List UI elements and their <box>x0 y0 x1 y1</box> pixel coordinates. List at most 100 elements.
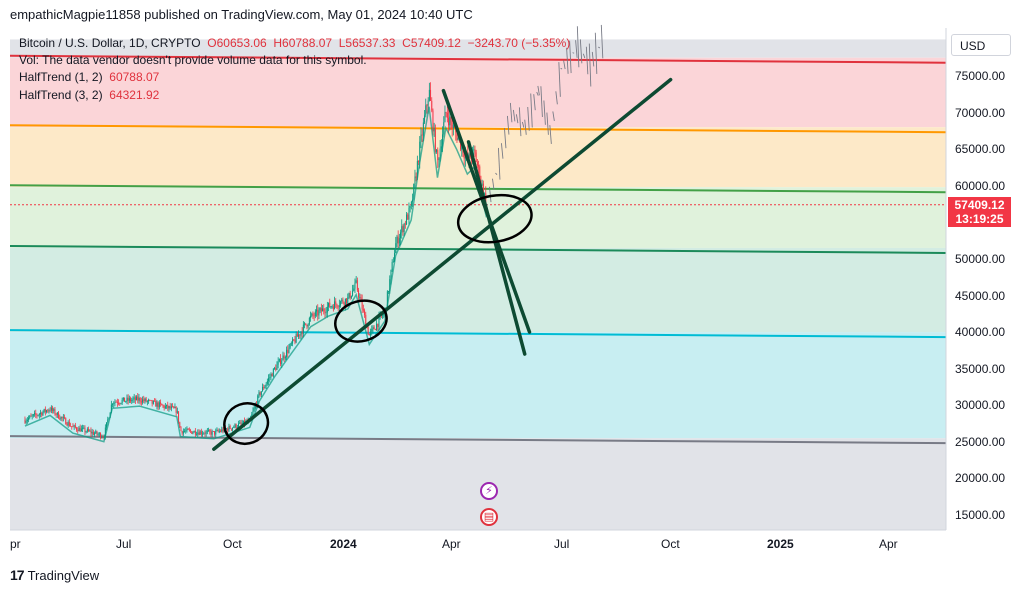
candle-body <box>76 427 78 430</box>
candle-body <box>308 318 310 325</box>
zone-band <box>10 332 946 439</box>
candle-body <box>64 417 66 419</box>
candle-body <box>432 110 434 132</box>
candle-body <box>210 431 212 435</box>
candle-body <box>53 409 55 411</box>
us-flag-event-icon[interactable]: ▤ <box>480 508 498 526</box>
candle-body <box>182 431 184 434</box>
candle-body <box>407 214 409 220</box>
ohlc-legend: Bitcoin / U.S. Dollar, 1D, CRYPTO O60653… <box>19 36 570 50</box>
candle-body <box>78 427 80 432</box>
price-tick-label: 70000.00 <box>955 105 1006 120</box>
halftrend-1-legend[interactable]: HalfTrend (1, 2) 60788.07 <box>19 70 159 84</box>
price-tick-label: 15000.00 <box>955 508 1006 522</box>
candle-body <box>287 349 289 353</box>
candle-body <box>220 431 222 432</box>
currency-selector[interactable]: USD <box>951 34 1011 56</box>
candle-body <box>71 426 73 427</box>
close-value: C57409.12 <box>402 36 461 50</box>
candle-body <box>371 328 373 332</box>
projection-bar <box>600 24 604 59</box>
candle-body <box>84 427 86 433</box>
candle-body <box>313 315 315 317</box>
time-tick-label: 2025 <box>767 537 794 551</box>
candle-body <box>436 149 438 152</box>
candle-body <box>218 431 220 432</box>
candle-body <box>40 412 42 415</box>
candle-body <box>48 410 50 412</box>
projection-bar <box>582 53 586 59</box>
candle-body <box>32 414 34 416</box>
candle-body <box>317 309 319 316</box>
candle-body <box>143 399 145 401</box>
candle-body <box>102 437 104 438</box>
candle-body <box>125 401 127 402</box>
candle-body <box>194 430 196 435</box>
candle-body <box>307 324 309 327</box>
candle-body <box>107 419 109 423</box>
halftrend-2-label: HalfTrend (3, 2) <box>19 88 103 102</box>
projection-bar <box>552 111 555 122</box>
price-tick-label: 25000.00 <box>955 434 1006 449</box>
candle-body <box>443 122 445 135</box>
candle-body <box>124 397 126 402</box>
candle-body <box>34 413 36 415</box>
candle-body <box>257 395 259 406</box>
candle-body <box>331 306 333 308</box>
candle-body <box>66 424 68 426</box>
level-line <box>9 329 947 339</box>
candle-body <box>422 122 424 136</box>
candle-body <box>127 397 129 401</box>
candle-body <box>79 427 81 432</box>
candle-body <box>206 430 208 432</box>
candle-body <box>476 161 478 166</box>
candle-body <box>74 425 76 428</box>
candle-body <box>421 134 423 136</box>
zone-band <box>10 187 946 248</box>
tradingview-logo[interactable]: 17 TradingView <box>10 567 99 583</box>
candle-body <box>406 214 408 225</box>
candle-body <box>97 434 99 436</box>
projection-bar <box>489 186 492 203</box>
annotation-circles <box>223 193 533 446</box>
publish-attribution: empathicMagpie11858 published on Trading… <box>10 7 473 22</box>
time-tick-label: Apr <box>879 537 898 551</box>
candle-body <box>184 431 186 432</box>
candle-body <box>461 145 463 150</box>
candle-body <box>106 422 108 428</box>
candle-body <box>316 309 318 312</box>
candle-body <box>36 414 38 416</box>
candle-body <box>77 429 79 432</box>
candle-body <box>178 411 180 423</box>
projection-bar <box>515 114 519 124</box>
last-price-value: 57409.12 <box>954 198 1005 212</box>
candle-body <box>208 430 210 431</box>
candle-body <box>300 331 302 336</box>
halftrend-1-value: 60788.07 <box>109 70 160 84</box>
projection-bar <box>533 94 536 111</box>
candle-body <box>227 428 229 431</box>
candle-body <box>24 419 26 423</box>
candle-body <box>427 100 429 106</box>
candle-body <box>162 405 164 407</box>
candle-body <box>452 124 454 129</box>
candle-body <box>341 299 343 302</box>
candle-body <box>424 115 426 123</box>
candle-body <box>73 425 75 427</box>
candle-body <box>65 418 67 425</box>
projection-bar <box>566 47 569 74</box>
projection-bar <box>569 40 572 74</box>
projection-bar <box>512 109 516 122</box>
projection-bar <box>576 26 580 68</box>
candle-body <box>372 327 374 329</box>
candle-body <box>433 128 435 132</box>
candle-body <box>60 416 62 420</box>
candle-body <box>431 100 433 111</box>
halftrend-2-legend[interactable]: HalfTrend (3, 2) 64321.92 <box>19 88 159 102</box>
candle-body <box>415 176 417 178</box>
candle-body <box>347 297 349 304</box>
candle-body <box>156 402 158 407</box>
candle-body <box>335 301 337 305</box>
lightning-event-icon[interactable]: ⚡ <box>480 482 498 500</box>
